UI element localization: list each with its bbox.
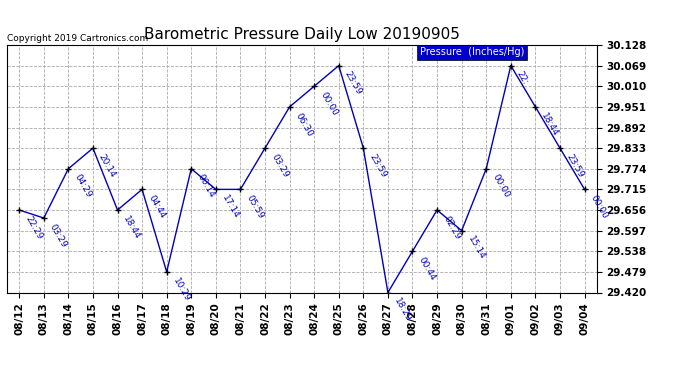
Text: 15:14: 15:14 <box>466 235 486 262</box>
Text: 03:29: 03:29 <box>269 152 290 179</box>
Title: Barometric Pressure Daily Low 20190905: Barometric Pressure Daily Low 20190905 <box>144 27 460 42</box>
Text: 10:29: 10:29 <box>171 276 192 303</box>
Text: Pressure  (Inches/Hg): Pressure (Inches/Hg) <box>420 48 524 57</box>
Text: 04:44: 04:44 <box>146 194 167 220</box>
Text: 22:: 22: <box>515 70 530 87</box>
Text: 20:14: 20:14 <box>97 152 118 179</box>
Text: 18:44: 18:44 <box>540 111 560 138</box>
Text: 04:29: 04:29 <box>72 173 93 200</box>
Text: 18:44: 18:44 <box>121 214 142 241</box>
Text: 23:59: 23:59 <box>343 70 364 97</box>
Text: 03:29: 03:29 <box>48 222 68 249</box>
Text: 02:29: 02:29 <box>441 214 462 241</box>
Text: 00:44: 00:44 <box>417 255 437 282</box>
Text: 17:14: 17:14 <box>220 194 241 220</box>
Text: 23:59: 23:59 <box>368 152 388 179</box>
Text: 05:59: 05:59 <box>244 194 266 220</box>
Text: 23:59: 23:59 <box>564 152 585 179</box>
Text: 18:29: 18:29 <box>392 297 413 324</box>
Text: 00:14: 00:14 <box>195 173 216 200</box>
Text: 22:29: 22:29 <box>23 214 44 241</box>
Text: 06:30: 06:30 <box>294 111 315 138</box>
Text: 00:00: 00:00 <box>589 194 609 220</box>
Text: 00:00: 00:00 <box>318 90 339 117</box>
Text: 00:00: 00:00 <box>491 173 511 200</box>
Text: Copyright 2019 Cartronics.com: Copyright 2019 Cartronics.com <box>7 33 148 42</box>
